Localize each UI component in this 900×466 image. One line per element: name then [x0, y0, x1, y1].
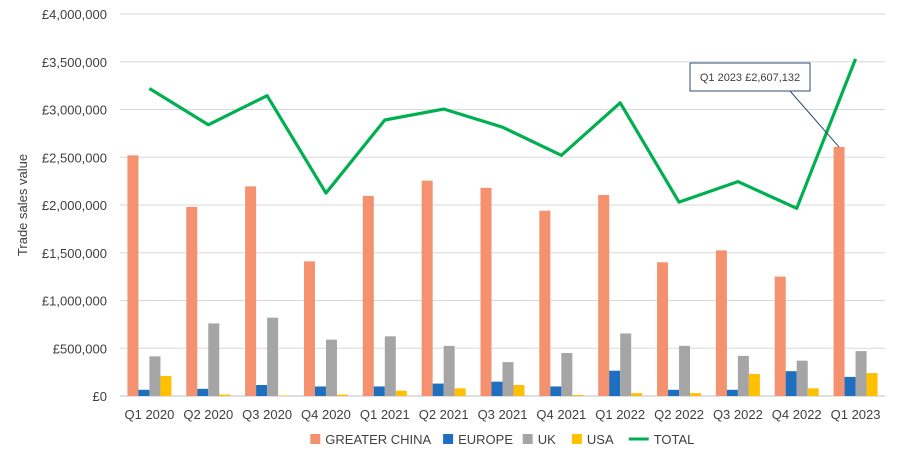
bar	[775, 277, 786, 396]
legend-label: EUROPE	[458, 432, 513, 447]
x-tick-label: Q3 2021	[478, 407, 528, 422]
bar	[315, 386, 326, 396]
bar	[444, 346, 455, 396]
bar	[679, 346, 690, 396]
bar	[690, 393, 701, 396]
x-tick-label: Q4 2020	[301, 407, 351, 422]
bar	[749, 374, 760, 396]
callout-label: Q1 2023 £2,607,132	[700, 72, 800, 84]
bar	[385, 336, 396, 396]
bar	[219, 395, 230, 396]
bar	[208, 323, 219, 396]
y-tick-label: £3,500,000	[42, 55, 107, 70]
bar	[727, 390, 738, 396]
legend-swatch	[310, 434, 320, 444]
legend-label: USA	[587, 432, 614, 447]
legend: GREATER CHINA EUROPE UK USA TOTAL	[310, 432, 694, 447]
x-tick-label: Q3 2020	[242, 407, 292, 422]
x-tick-label: Q2 2020	[183, 407, 233, 422]
legend-item-uk: UK	[523, 432, 556, 447]
legend-item-usa: USA	[572, 432, 614, 447]
bar	[138, 390, 149, 396]
bar	[550, 386, 561, 396]
x-tick-label: Q1 2021	[360, 407, 410, 422]
y-tick-label: £2,000,000	[42, 198, 107, 213]
x-axis-tick-labels: Q1 2020 Q2 2020 Q3 2020 Q4 2020 Q1 2021 Q2 20…	[124, 407, 880, 422]
bar	[797, 361, 808, 396]
y-tick-label: £2,500,000	[42, 150, 107, 165]
bar	[631, 393, 642, 396]
x-tick-label: Q2 2021	[419, 407, 469, 422]
bar	[481, 188, 492, 396]
callout-annotation: Q1 2023 £2,607,132	[690, 63, 839, 147]
bar	[856, 351, 867, 396]
bar	[503, 362, 514, 396]
y-tick-label: £0	[93, 389, 107, 404]
bar	[363, 196, 374, 396]
bar	[492, 382, 503, 396]
x-tick-label: Q4 2021	[536, 407, 586, 422]
y-axis-title: Trade sales value	[15, 154, 30, 256]
y-tick-label: £3,000,000	[42, 103, 107, 118]
y-axis-tick-labels: £0 £500,000 £1,000,000 £1,500,000 £2,000,000…	[42, 7, 107, 404]
bar	[786, 371, 797, 396]
bar	[433, 384, 444, 396]
x-tick-label: Q1 2020	[124, 407, 174, 422]
legend-label: UK	[538, 432, 556, 447]
y-tick-label: £1,000,000	[42, 294, 107, 309]
bar	[186, 207, 197, 396]
bar	[337, 395, 348, 396]
bar	[834, 147, 845, 396]
bar	[738, 356, 749, 396]
legend-label: GREATER CHINA	[325, 432, 431, 447]
bar	[609, 371, 620, 396]
bar	[561, 353, 572, 396]
y-tick-label: £1,500,000	[42, 246, 107, 261]
bar	[245, 186, 256, 396]
x-tick-label: Q4 2022	[772, 407, 822, 422]
bar	[572, 395, 583, 396]
bar	[160, 376, 171, 396]
x-tick-label: Q1 2023	[831, 407, 881, 422]
bar	[539, 211, 550, 396]
bar-series	[127, 147, 877, 396]
bar	[514, 385, 525, 396]
bar	[808, 388, 819, 396]
series-greater-china	[127, 147, 844, 396]
bar	[845, 377, 856, 396]
bar	[422, 181, 433, 396]
bar	[256, 385, 267, 396]
bar	[197, 389, 208, 396]
y-tick-label: £500,000	[53, 341, 107, 356]
bar	[396, 391, 407, 396]
legend-swatch	[523, 434, 533, 444]
legend-swatch	[443, 434, 453, 444]
bar	[374, 386, 385, 396]
bar	[598, 195, 609, 396]
x-tick-label: Q2 2022	[654, 407, 704, 422]
bar	[326, 340, 337, 396]
bar	[267, 318, 278, 396]
bar	[716, 250, 727, 396]
legend-item-greater-china: GREATER CHINA	[310, 432, 431, 447]
bar	[149, 356, 160, 396]
x-tick-label: Q1 2022	[595, 407, 645, 422]
legend-item-europe: EUROPE	[443, 432, 513, 447]
x-tick-label: Q3 2022	[713, 407, 763, 422]
y-tick-label: £4,000,000	[42, 7, 107, 22]
bar	[304, 261, 315, 396]
bar	[455, 388, 466, 396]
legend-item-total: TOTAL	[629, 432, 695, 447]
bar	[657, 262, 668, 396]
legend-label: TOTAL	[654, 432, 695, 447]
legend-swatch	[572, 434, 582, 444]
bar	[867, 373, 878, 396]
bar	[668, 390, 679, 396]
bar	[620, 333, 631, 396]
bar	[127, 155, 138, 396]
